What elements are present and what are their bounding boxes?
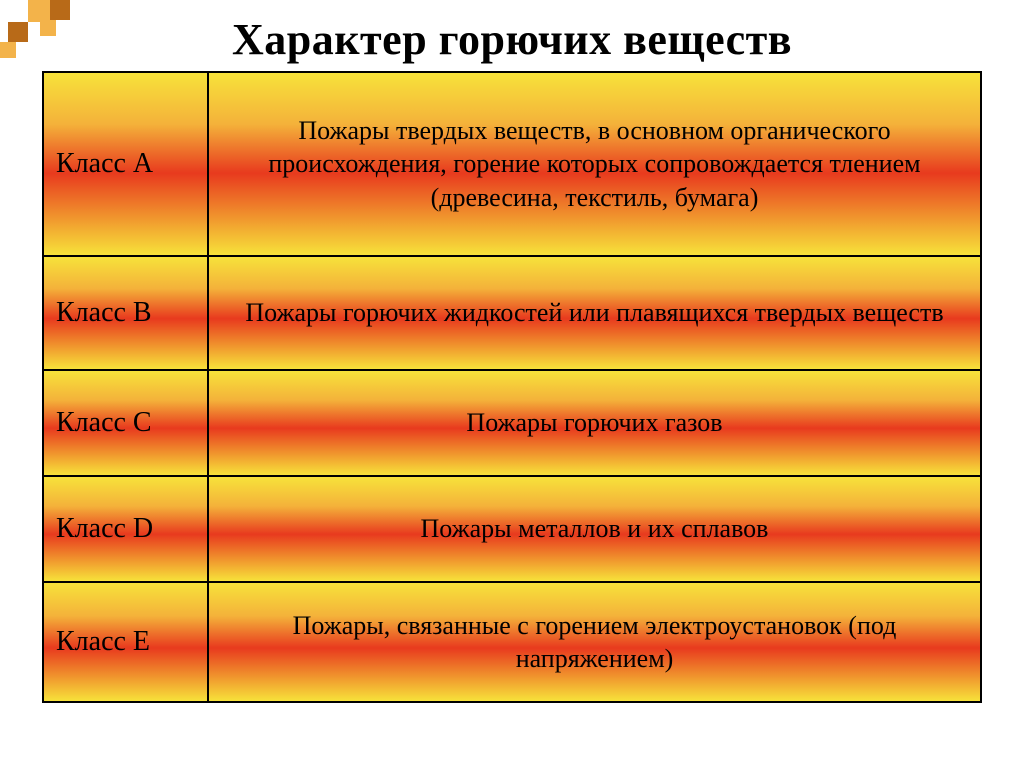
- class-desc-cell: Пожары твердых веществ, в основном орган…: [208, 72, 981, 256]
- class-label: Класс В: [44, 257, 207, 369]
- class-label: Класс D: [44, 477, 207, 581]
- table-row: Класс СПожары горючих газов: [43, 370, 981, 476]
- class-desc-cell: Пожары металлов и их сплавов: [208, 476, 981, 582]
- class-label-cell: Класс Е: [43, 582, 208, 702]
- class-desc-cell: Пожары горючих газов: [208, 370, 981, 476]
- class-desc: Пожары металлов и их сплавов: [209, 477, 980, 581]
- fire-class-table: Класс АПожары твердых веществ, в основно…: [42, 71, 982, 703]
- slide: Характер горючих веществ Класс АПожары т…: [42, 14, 982, 703]
- class-desc: Пожары твердых веществ, в основном орган…: [209, 73, 980, 255]
- class-label-cell: Класс D: [43, 476, 208, 582]
- table-row: Класс DПожары металлов и их сплавов: [43, 476, 981, 582]
- class-label: Класс С: [44, 371, 207, 475]
- table-row: Класс АПожары твердых веществ, в основно…: [43, 72, 981, 256]
- class-label: Класс Е: [44, 583, 207, 701]
- table-row: Класс ЕПожары, связанные с горением элек…: [43, 582, 981, 702]
- class-desc: Пожары горючих газов: [209, 371, 980, 475]
- class-desc: Пожары, связанные с горением электроуста…: [209, 583, 980, 701]
- class-label: Класс А: [44, 73, 207, 255]
- deco-square: [0, 42, 16, 58]
- class-desc-cell: Пожары, связанные с горением электроуста…: [208, 582, 981, 702]
- class-label-cell: Класс С: [43, 370, 208, 476]
- class-desc-cell: Пожары горючих жидкостей или плавящихся …: [208, 256, 981, 370]
- class-label-cell: Класс В: [43, 256, 208, 370]
- slide-title: Характер горючих веществ: [42, 14, 982, 65]
- class-desc: Пожары горючих жидкостей или плавящихся …: [209, 257, 980, 369]
- deco-square: [8, 22, 28, 42]
- class-label-cell: Класс А: [43, 72, 208, 256]
- table-row: Класс ВПожары горючих жидкостей или плав…: [43, 256, 981, 370]
